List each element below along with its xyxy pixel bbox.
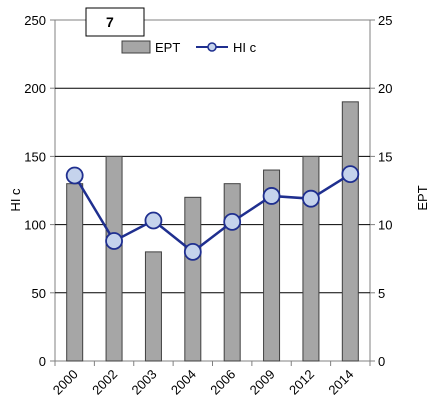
marker-hic xyxy=(262,187,281,205)
legend-line-label: HI c xyxy=(233,40,257,55)
marker-hic xyxy=(105,232,123,250)
x-tick-label: 2002 xyxy=(89,367,120,398)
x-tick-label: 2014 xyxy=(325,367,356,398)
y-axis-label-right: EPT xyxy=(415,185,430,210)
legend: EPT HI c xyxy=(121,40,257,55)
bar-ept xyxy=(184,196,202,362)
y-tick-label-right: 20 xyxy=(378,81,392,96)
y-tick-label-left: 250 xyxy=(24,13,46,28)
legend-bar-swatch xyxy=(121,40,151,54)
panel-label: 7 xyxy=(106,14,114,30)
marker-hic xyxy=(65,166,84,185)
legend-line-marker xyxy=(207,42,217,52)
axes xyxy=(50,19,375,366)
bar-ept xyxy=(263,169,281,362)
y-tick-label-left: 100 xyxy=(24,218,46,233)
bar-ept xyxy=(66,183,84,362)
bar-ept xyxy=(105,155,123,362)
marker-hic xyxy=(183,242,202,261)
y-tick-label-right: 15 xyxy=(378,149,392,164)
bar-ept xyxy=(302,155,320,362)
x-tick-label: 2006 xyxy=(207,367,238,398)
y-tick-label-left: 0 xyxy=(39,354,46,369)
marker-hic xyxy=(223,212,242,231)
bar-ept xyxy=(223,183,241,362)
bar-ept xyxy=(144,251,162,362)
y-tick-label-right: 5 xyxy=(378,286,385,301)
y-axis-label-left: HI c xyxy=(8,188,23,212)
x-tick-label: 2004 xyxy=(168,367,199,398)
y-tick-label-left: 150 xyxy=(24,149,46,164)
y-tick-label-right: 25 xyxy=(378,13,392,28)
line-series xyxy=(65,165,360,261)
marker-hic xyxy=(302,189,320,208)
y-tick-label-left: 200 xyxy=(24,81,46,96)
bar-ept xyxy=(341,101,359,362)
marker-hic xyxy=(144,211,163,230)
y-tick-label-right: 0 xyxy=(378,354,385,369)
x-tick-label: 2012 xyxy=(286,367,317,398)
x-tick-label: 2003 xyxy=(129,367,160,398)
x-tick-label: 2000 xyxy=(50,367,81,398)
panel-label-frame xyxy=(85,7,145,37)
y-tick-label-right: 10 xyxy=(378,218,392,233)
panel-label-box: 7 xyxy=(85,7,145,37)
x-tick-label: 2009 xyxy=(247,367,278,398)
y-tick-label-left: 50 xyxy=(32,286,46,301)
marker-hic xyxy=(341,165,360,184)
legend-bar-label: EPT xyxy=(155,40,180,55)
